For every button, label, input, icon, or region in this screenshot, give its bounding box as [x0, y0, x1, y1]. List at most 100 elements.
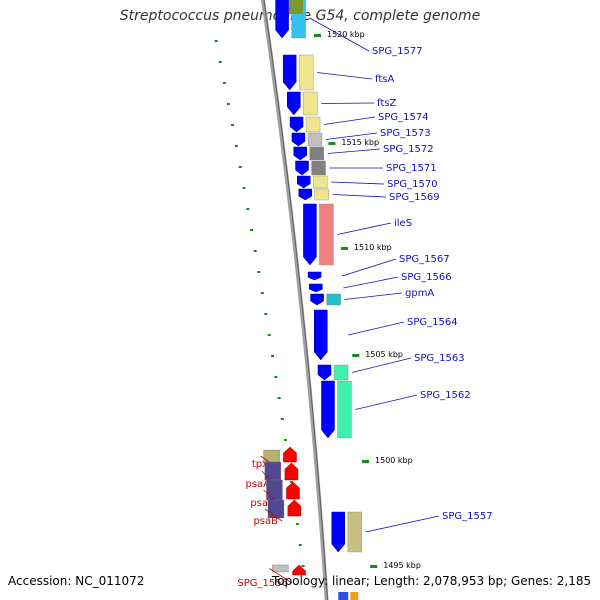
gene-label-forward: ileS [394, 218, 412, 229]
backbone-edge [263, 0, 329, 600]
gene-arrow-reverse [292, 564, 306, 576]
gene-label-forward: SPG_1570 [387, 179, 438, 190]
gene-leader-line [348, 321, 405, 336]
ring-dot [234, 145, 238, 147]
gene-arrow-forward [331, 511, 345, 553]
gene-label-forward: ftsZ [377, 98, 396, 109]
ring-dot [257, 271, 261, 273]
gene-arrow-forward [287, 91, 301, 116]
gene-arrow-forward [307, 271, 322, 281]
ring-dot [295, 523, 299, 525]
gene-category-bar [350, 592, 359, 600]
ring-dot [250, 229, 254, 231]
ring-dot [230, 124, 234, 126]
accession-text: Accession: NC_011072 [8, 574, 145, 588]
gene-category-bar [319, 203, 334, 266]
gene-arrow-forward [310, 293, 324, 306]
ring-dot [301, 565, 305, 567]
gene-arrow-forward [293, 146, 307, 161]
gene-label-reverse: psaC [250, 498, 275, 509]
gene-category-bar [337, 380, 352, 439]
gene-arrow-forward [298, 188, 312, 201]
tick-label: 1510 kbp [354, 243, 392, 252]
tick-label: 1520 kbp [327, 30, 365, 39]
gene-label-forward: SPG_1573 [380, 128, 431, 139]
gene-category-bar [347, 511, 362, 553]
ring-dot [226, 103, 230, 105]
gene-leader-line [332, 194, 387, 198]
gene-arrow-reverse [287, 499, 302, 517]
tick-mark [340, 247, 348, 250]
ring-dot [298, 544, 302, 546]
gene-leader-line [317, 72, 373, 80]
ring-dot [242, 187, 246, 189]
gene-category-bar [298, 54, 314, 91]
gene-category-bar [309, 146, 324, 161]
gene-leader-line [355, 394, 418, 410]
gene-arrow-forward [321, 380, 335, 439]
gene-label-reverse: SPG_1556 [237, 578, 288, 589]
gene-label-forward: gpmA [405, 288, 434, 299]
gene-leader-line [337, 222, 392, 235]
gene-category-bar [326, 293, 341, 306]
gene-leader-line [365, 515, 440, 533]
gene-label-forward: SPG_1571 [386, 163, 437, 174]
gene-label-forward: SPG_1564 [407, 317, 458, 328]
tick-mark [328, 142, 336, 145]
gene-label-forward: SPG_1572 [383, 144, 434, 155]
ring-dot [267, 334, 271, 336]
gene-category-bar [314, 188, 329, 201]
gene-arrow-forward [275, 0, 289, 39]
gene-arrow-reverse [284, 462, 299, 481]
gene-arrow-forward [291, 132, 306, 147]
tick-mark [370, 565, 378, 568]
gene-arrow-reverse [286, 481, 300, 500]
gene-label-reverse: psaA [245, 479, 270, 490]
tick-mark [352, 354, 360, 357]
ring-dot [238, 166, 242, 168]
ring-dot [274, 376, 278, 378]
gene-leader-line [351, 357, 412, 373]
gene-leader-line [321, 102, 375, 104]
gene-label-forward: ftsA [375, 74, 394, 85]
gene-leader-line [327, 148, 381, 154]
gene-label-forward: SPG_1574 [378, 112, 429, 123]
ring-dot [264, 313, 268, 315]
gene-category-bar [303, 91, 318, 116]
ring-dot [246, 208, 250, 210]
gene-category-bar [311, 160, 326, 176]
gene-label-forward: SPG_1562 [420, 390, 471, 401]
gene-leader-line [323, 116, 376, 125]
ring-dot [283, 439, 287, 441]
ring-dot [290, 481, 294, 483]
ring-dot [280, 418, 284, 420]
gene-arrow-forward [289, 116, 304, 133]
gene-label-forward: SPG_1577 [372, 46, 423, 57]
gene-leader-line [325, 132, 378, 140]
gene-arrow-forward [295, 160, 309, 176]
gene-leader-line [269, 568, 293, 584]
gene-category-bar [266, 479, 283, 501]
forward-strand-genes: SPG_1577 ftsA ftsZ SPG_1574 SPG_1573 SPG_1572… [275, 0, 493, 553]
gene-label-forward: SPG_1567 [399, 254, 450, 265]
tick-mark [313, 34, 321, 37]
gene-label-forward: SPG_1569 [389, 192, 440, 203]
gene-arrow-forward [338, 592, 349, 600]
gene-arrow-forward [314, 309, 328, 361]
tick-label: 1500 kbp [375, 456, 413, 465]
reverse-strand-genes: tpx psaA psaC psaB SPG_1556 [237, 446, 306, 589]
tick-label: 1495 kbp [383, 561, 421, 570]
tick-mark [362, 460, 370, 463]
gene-label-reverse: tpx [252, 459, 268, 470]
summary-text: Topology: linear; Length: 2,078,953 bp; … [272, 574, 592, 588]
gene-arrow-forward [296, 175, 311, 189]
gene-category-bar [289, 0, 303, 14]
gene-arrow-forward [282, 54, 297, 91]
gene-leader-line [309, 17, 370, 52]
gene-label-forward: SPG_1557 [442, 511, 493, 522]
gene-category-bar [313, 175, 328, 189]
ring-dot [218, 61, 222, 63]
gene-arrow-forward [303, 203, 317, 266]
tick-label: 1505 kbp [365, 350, 403, 359]
